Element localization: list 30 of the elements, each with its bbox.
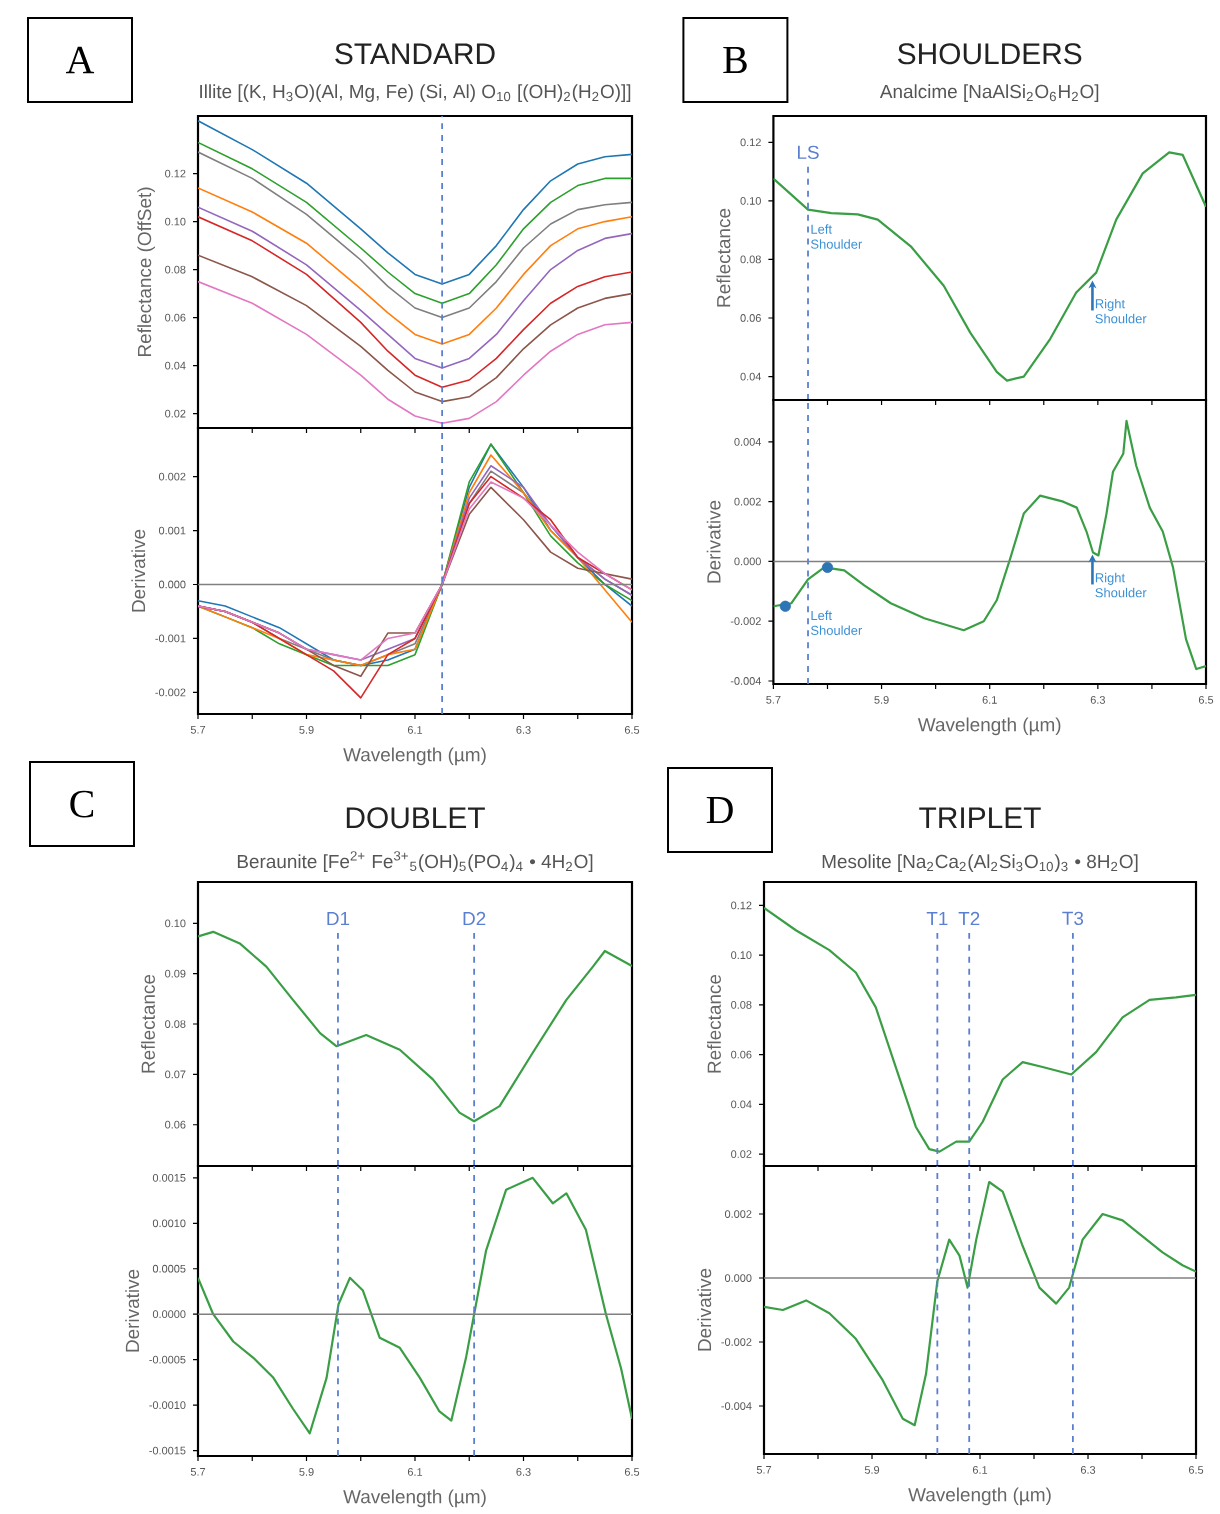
ref-line-label: T2 <box>958 911 980 926</box>
x-axis-title: Wavelength (µm) <box>343 747 486 766</box>
y-axis-title: Derivative <box>697 1268 712 1351</box>
text: Illite [(K, H$_{3}$O)(Al, Mg, Fe) (Si, Al) O$_{10}$ [(OH)$_{2}$(H$_{2}$O)]] <box>200 84 631 102</box>
text: Mesolite [Na$_{2}$Ca$_{2}$(Al$_{2}$Si$_{3}$O$_{10}$)$_{3}$ • 8H$_{2}$O] <box>822 854 1138 872</box>
y-axis-title: Derivative <box>125 1269 140 1352</box>
chart-title: TRIPLET <box>919 807 1041 829</box>
x-axis-title: Wavelength (µm) <box>908 1487 1051 1506</box>
x-axis-title: Wavelength (µm) <box>343 1489 486 1508</box>
chart-title: STANDARD <box>335 43 495 65</box>
x-axis-title: Wavelength (µm) <box>917 717 1061 736</box>
y-axis-title: Derivative <box>131 529 146 612</box>
ref-line-label: LS <box>798 145 819 160</box>
y-axis-title: Reflectance <box>707 974 721 1073</box>
chart-title: SHOULDERS <box>898 43 1082 65</box>
text: Beraunite [Fe$^{2+}$ Fe$^{3+}$$_{5}$(OH)$_{5}$(PO$_{4}$)$_{4}$ • 4H$_{2}$O] <box>237 851 593 872</box>
ref-line-label: D1 <box>327 912 350 926</box>
text: B <box>723 46 747 74</box>
chart-title: DOUBLET <box>346 807 485 829</box>
y-axis-title: Reflectance <box>716 208 731 307</box>
ref-line-label: D2 <box>463 911 486 926</box>
y-axis-title: Derivative <box>706 500 721 583</box>
y-axis-title: Reflectance (OffSet) <box>137 187 155 357</box>
ref-line-label: T3 <box>1062 911 1084 926</box>
ref-line-label: T1 <box>926 912 948 926</box>
y-axis-title: Reflectance <box>141 974 155 1073</box>
chart-subtitle: Analcime [NaAlSi$_{2}$O$_{6}$H$_{2}$O] <box>879 84 1099 102</box>
text: C <box>70 790 94 818</box>
text: D <box>706 796 733 824</box>
text: A <box>65 46 95 74</box>
